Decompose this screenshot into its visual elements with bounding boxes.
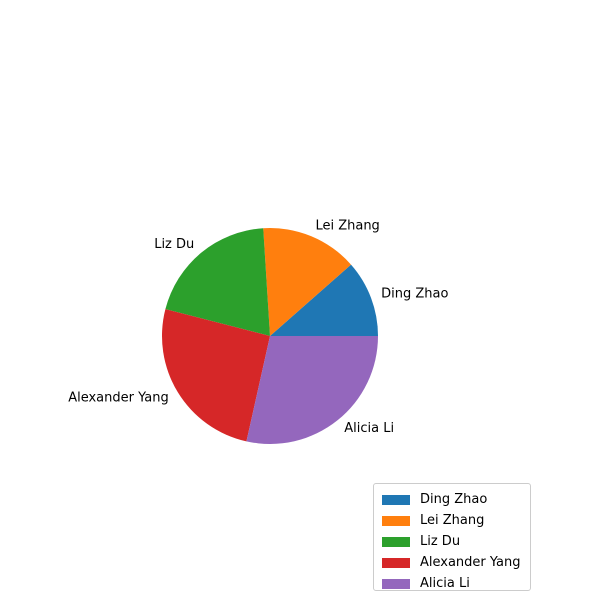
legend-swatch (382, 515, 410, 526)
slice-label-liz-du: Liz Du (154, 237, 194, 252)
legend-label: Liz Du (420, 534, 461, 549)
legend-swatch (382, 557, 410, 568)
legend-swatch (382, 536, 410, 547)
legend-label: Ding Zhao (420, 492, 488, 507)
legend-item: Alexander Yang (382, 552, 522, 573)
pie-slice-liz-du (165, 228, 270, 336)
slice-label-ding-zhao: Ding Zhao (381, 287, 448, 302)
pie-slice-lei-zhang (263, 227, 352, 336)
legend-label: Alicia Li (420, 576, 470, 591)
legend-swatch (382, 578, 410, 589)
pie-slice-ding-zhao (270, 264, 378, 336)
pie-slices (161, 227, 378, 445)
legend-item: Alicia Li (382, 573, 522, 594)
legend-swatch (382, 494, 410, 505)
legend: Ding Zhao Lei Zhang Liz Du Alexander Yang Al… (373, 483, 531, 591)
slice-label-lei-zhang: Lei Zhang (315, 219, 379, 234)
slice-label-alexander-yang: Alexander Yang (68, 391, 169, 406)
slice-label-alicia-li: Alicia Li (344, 421, 394, 436)
legend-label: Lei Zhang (420, 513, 485, 528)
pie-slice-alexander-yang (161, 309, 270, 442)
legend-item: Liz Du (382, 531, 522, 552)
pie-slice-labels: Ding Zhao Lei Zhang Liz Du Alexander Yang Al… (68, 219, 448, 436)
legend-label: Alexander Yang (420, 555, 521, 570)
legend-item: Lei Zhang (382, 510, 522, 531)
legend-item: Ding Zhao (382, 489, 522, 510)
pie-slice-alicia-li (246, 336, 378, 445)
